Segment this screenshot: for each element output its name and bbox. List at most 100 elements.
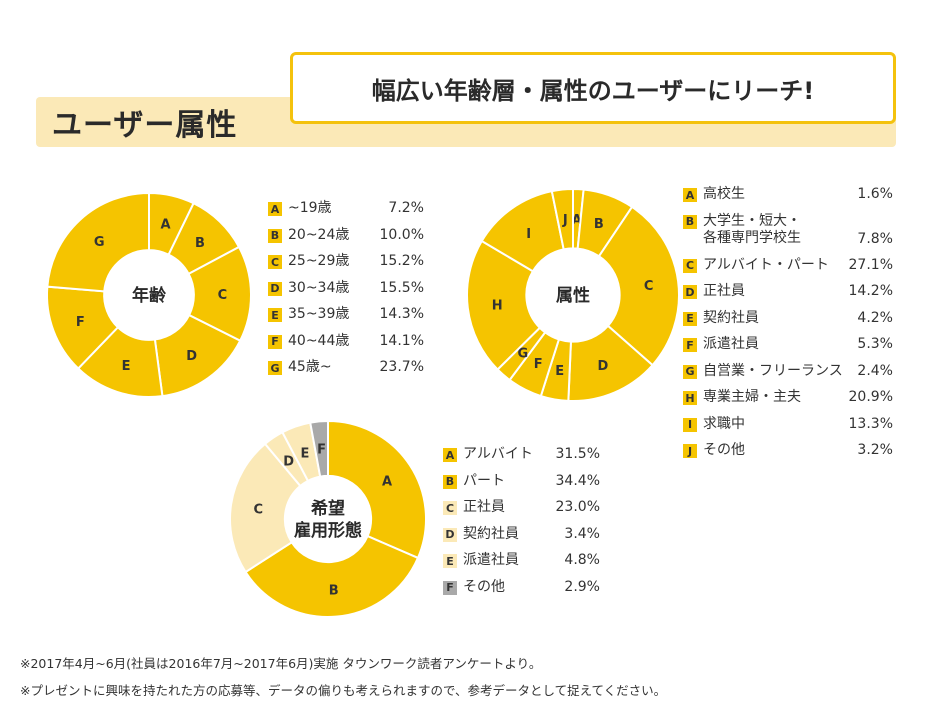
- age-legend-label: 25~29歳: [288, 253, 350, 269]
- attribute-legend-badge: I: [683, 417, 697, 432]
- attribute-slice-label-g: G: [518, 347, 529, 362]
- employment-legend-item: B パート 34.4%: [443, 472, 600, 501]
- age-legend-label: 20~24歳: [288, 226, 350, 243]
- employment-legend-value: 4.8%: [564, 552, 600, 568]
- employment-legend-value: 2.9%: [564, 578, 600, 595]
- employment-legend-label: 正社員: [463, 499, 505, 515]
- employment-legend: A アルバイト 31.5% B パート 34.4% C 正社員 23.0% D 契約社員 3.4% E 派…: [443, 446, 600, 606]
- employment-chart-title: 希望: [311, 498, 345, 519]
- age-legend-label: ~19歳: [288, 200, 332, 216]
- age-legend-label: 35~39歳: [288, 306, 350, 322]
- age-legend-badge: F: [268, 334, 282, 349]
- attribute-legend-value: 13.3%: [848, 415, 893, 432]
- employment-chart-title: 雇用形態: [294, 520, 362, 541]
- employment-legend-item: E 派遣社員 4.8%: [443, 552, 600, 580]
- age-donut-chart: A B C D E F G 年齢: [46, 191, 252, 398]
- attribute-legend-value: 14.2%: [848, 283, 893, 299]
- employment-slice-label-d: D: [283, 454, 294, 469]
- attribute-legend-value: 20.9%: [848, 389, 893, 405]
- attribute-legend-label: 正社員: [703, 283, 745, 299]
- employment-slice-c: [229, 442, 302, 574]
- employment-legend-badge: B: [443, 474, 457, 489]
- attribute-slice-label-e: E: [555, 364, 564, 379]
- age-slice-g: [46, 191, 150, 293]
- age-legend: A ~19歳 7.2% B 20~24歳 10.0% C 25~29歳 15.2% D 30~34歳…: [268, 200, 424, 387]
- attribute-legend-badge: A: [683, 188, 697, 202]
- age-legend-badge: A: [268, 202, 282, 216]
- attribute-donut-chart: A B C D EFG H I J 属性: [466, 187, 680, 402]
- employment-legend-label: その他: [463, 578, 505, 595]
- attribute-chart-title: 属性: [556, 285, 590, 306]
- age-legend-badge: C: [268, 255, 282, 269]
- employment-legend-label: アルバイト: [463, 446, 533, 462]
- age-legend-item: E 35~39歳 14.3%: [268, 306, 424, 334]
- age-legend-value: 7.2%: [388, 200, 424, 216]
- attribute-legend-label: 高校生: [703, 186, 745, 202]
- employment-legend-item: D 契約社員 3.4%: [443, 526, 600, 554]
- attribute-legend-item: B 大学生・短大・ 各種専門学校生 7.8%: [683, 212, 893, 258]
- age-slice-label-b: B: [195, 236, 205, 251]
- age-legend-badge: E: [268, 308, 282, 322]
- age-legend-badge: B: [268, 228, 282, 243]
- attribute-legend-label: 専業主婦・主夫: [703, 389, 801, 405]
- attribute-legend-badge: H: [683, 391, 697, 405]
- attribute-legend-value: 5.3%: [857, 336, 893, 352]
- age-slice-label-d: D: [186, 349, 197, 364]
- attribute-legend-item: A 高校生 1.6%: [683, 186, 893, 214]
- attribute-legend-item: I 求職中 13.3%: [683, 415, 893, 444]
- attribute-legend-value: 27.1%: [848, 256, 893, 273]
- attribute-legend-item: H 専業主婦・主夫 20.9%: [683, 389, 893, 417]
- attribute-legend-label: 求職中: [703, 415, 745, 432]
- employment-slice-label-c: C: [253, 502, 263, 517]
- attribute-slice-label-f: F: [534, 357, 543, 372]
- employment-legend-value: 31.5%: [555, 446, 600, 462]
- attribute-legend-item: D 正社員 14.2%: [683, 283, 893, 311]
- attribute-legend-value: 3.2%: [857, 442, 893, 458]
- attribute-legend-label: 派遣社員: [703, 336, 759, 352]
- employment-slice-label-b: B: [329, 583, 339, 598]
- attribute-legend: A 高校生 1.6% B 大学生・短大・ 各種専門学校生 7.8% C アルバイト・パート 27…: [683, 186, 893, 470]
- employment-legend-value: 34.4%: [555, 472, 600, 489]
- age-legend-value: 15.5%: [379, 279, 424, 296]
- age-legend-item: F 40~44歳 14.1%: [268, 333, 424, 361]
- attribute-slice-label-i: I: [526, 227, 531, 242]
- age-slice-label-f: F: [76, 315, 85, 330]
- employment-legend-badge: E: [443, 554, 457, 568]
- age-slice-label-e: E: [122, 359, 131, 374]
- employment-legend-badge: A: [443, 448, 457, 462]
- age-legend-badge: D: [268, 281, 282, 296]
- employment-legend-item: A アルバイト 31.5%: [443, 446, 600, 474]
- attribute-legend-badge: E: [683, 311, 697, 326]
- attribute-legend-badge: J: [683, 444, 697, 458]
- headline-banner: 幅広い年齢層・属性のユーザーにリーチ!: [290, 52, 896, 124]
- employment-legend-badge: C: [443, 501, 457, 515]
- attribute-slice-label-d: D: [597, 359, 608, 374]
- employment-legend-label: パート: [463, 472, 505, 489]
- employment-slice-a: [327, 419, 427, 560]
- age-chart-title: 年齢: [132, 285, 167, 306]
- attribute-slice-label-a: A: [572, 213, 582, 228]
- attribute-legend-badge: C: [683, 258, 697, 273]
- attribute-legend-value: 2.4%: [857, 362, 893, 379]
- attribute-slice-label-h: H: [492, 298, 503, 313]
- attribute-legend-badge: B: [683, 214, 697, 229]
- attribute-legend-item: F 派遣社員 5.3%: [683, 336, 893, 364]
- age-legend-label: 30~34歳: [288, 279, 350, 296]
- employment-legend-badge: D: [443, 527, 457, 542]
- employment-slice-label-e: E: [300, 446, 309, 461]
- attribute-slice-j: [550, 187, 574, 251]
- employment-legend-label: 派遣社員: [463, 552, 519, 568]
- attribute-legend-label: 大学生・短大・ 各種専門学校生: [703, 212, 801, 246]
- employment-slice-label-f: F: [317, 443, 326, 458]
- attribute-legend-badge: G: [683, 364, 697, 379]
- attribute-legend-item: E 契約社員 4.2%: [683, 310, 893, 338]
- age-slice-label-g: G: [94, 235, 105, 250]
- age-legend-item: C 25~29歳 15.2%: [268, 253, 424, 281]
- attribute-legend-item: C アルバイト・パート 27.1%: [683, 256, 893, 285]
- footnote-disclaimer: ※プレゼントに興味を持たれた方の応募等、データの偏りも考えられますので、参考デー…: [20, 683, 667, 698]
- age-legend-item: D 30~34歳 15.5%: [268, 279, 424, 308]
- section-title: ユーザー属性: [52, 108, 238, 143]
- attribute-legend-label: その他: [703, 442, 745, 458]
- age-legend-value: 14.3%: [379, 306, 424, 322]
